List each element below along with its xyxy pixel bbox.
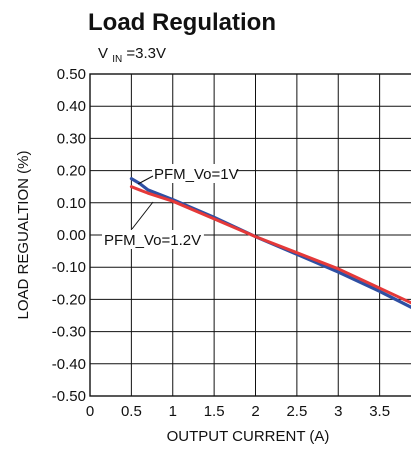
x-tick-label: 3 bbox=[334, 403, 342, 420]
y-tick-label: 0.40 bbox=[57, 98, 86, 115]
condition-main: V bbox=[98, 45, 108, 62]
y-tick-label: -0.50 bbox=[52, 388, 86, 405]
annotation-pfm-vo-1-2v-leader bbox=[131, 201, 154, 230]
annotation-pfm-vo-1v-background bbox=[152, 164, 237, 183]
x-tick-label: 2.5 bbox=[286, 403, 307, 420]
y-tick-label: -0.30 bbox=[52, 324, 86, 341]
data-series bbox=[129, 177, 411, 310]
x-tick-label: 1 bbox=[169, 403, 177, 420]
y-tick-label: 0.20 bbox=[57, 163, 86, 180]
annotation-pfm-vo-1-2v-background bbox=[102, 230, 204, 249]
y-tick-label: 0.10 bbox=[57, 195, 86, 212]
x-tick-label: 3.5 bbox=[369, 403, 390, 420]
input-voltage-label: V IN =3.3V bbox=[98, 45, 166, 66]
axis-ticks: 00.511.522.533.540.500.400.300.200.100.0… bbox=[52, 66, 390, 420]
series-line-pfm-vo-1-2v bbox=[129, 185, 411, 305]
annotation-pfm-vo-1-2v-label: PFM_Vo=1.2V bbox=[104, 232, 201, 249]
y-tick-label: -0.20 bbox=[52, 291, 86, 308]
x-tick-label: 0 bbox=[86, 403, 94, 420]
y-tick-label: -0.10 bbox=[52, 259, 86, 276]
condition-subscript: IN bbox=[112, 54, 122, 65]
x-tick-label: 1.5 bbox=[204, 403, 225, 420]
annotation-pfm-vo-1v-label: PFM_Vo=1V bbox=[154, 166, 239, 183]
y-tick-label: 0.00 bbox=[57, 227, 86, 244]
grid bbox=[90, 74, 411, 396]
x-tick-label: 2 bbox=[251, 403, 259, 420]
y-tick-label: 0.50 bbox=[57, 66, 86, 83]
x-tick-label: 0.5 bbox=[121, 403, 142, 420]
y-tick-label: -0.40 bbox=[52, 356, 86, 373]
annotation-pfm-vo-1v-leader bbox=[137, 175, 154, 185]
condition-rest: =3.3V bbox=[126, 45, 166, 62]
y-tick-label: 0.30 bbox=[57, 130, 86, 147]
x-axis-label: OUTPUT CURRENT (A) bbox=[167, 428, 330, 445]
chart-title: Load Regulation bbox=[88, 9, 276, 36]
y-axis-label: LOAD REGUALTION (%) bbox=[15, 151, 32, 320]
annotations: PFM_Vo=1V PFM_Vo=1.2V bbox=[102, 164, 239, 249]
